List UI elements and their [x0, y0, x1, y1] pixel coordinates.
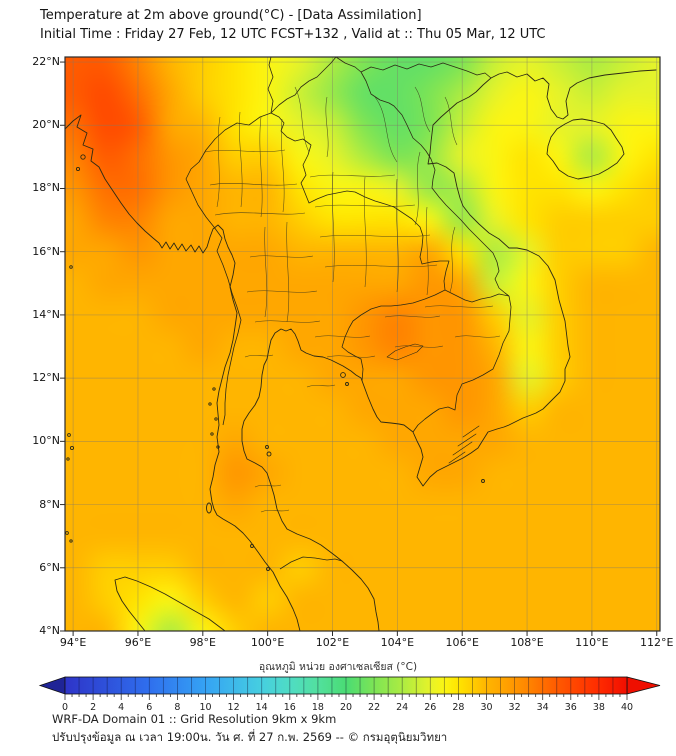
colorbar-tick-label: 28	[452, 702, 464, 713]
coast-myanmar-peninsula-west	[64, 114, 301, 632]
footer-update-info: ปรับปรุงข้อมูล ณ เวลา 19:00น. วัน ศ. ที่…	[52, 730, 448, 744]
axis-ticks	[60, 61, 658, 636]
figure-title: Temperature at 2m above ground(°C) - [Da…	[40, 8, 422, 23]
lon-tick-label: 100°E	[250, 636, 285, 649]
colorbar-tick-label: 14	[256, 702, 268, 713]
border-myanmar-china	[267, 56, 274, 114]
colorbar-tick-label: 26	[424, 702, 436, 713]
lon-tick-label: 106°E	[445, 636, 479, 649]
colorbar-tick-label: 20	[340, 702, 352, 713]
map-gridlines	[65, 57, 660, 632]
lon-tick-label: 98°E	[189, 636, 217, 649]
colorbar-tick-label: 34	[537, 702, 549, 713]
colorbar-tick-label: 22	[368, 702, 380, 713]
border-thailand-laos	[270, 112, 450, 291]
lat-tick-label: 16°N	[32, 244, 60, 258]
map-plot-area	[60, 56, 661, 636]
lon-tick-label: 108°E	[510, 636, 544, 649]
border-laos-china	[270, 56, 337, 114]
colorbar-tick-label: 18	[312, 702, 324, 713]
border-laos-vietnam	[335, 56, 510, 297]
mekong-delta-channels	[448, 425, 480, 464]
colorbar-tick-label: 8	[174, 702, 180, 713]
colorbar-tick-label: 30	[480, 702, 492, 713]
lat-tick-label: 8°N	[39, 497, 60, 511]
border-laos-cambodia	[444, 289, 510, 303]
colorbar-left-arrow	[38, 676, 66, 695]
figure-footer: WRF-DA Domain 01 :: Grid Resolution 9km …	[52, 710, 447, 746]
colorbar-tick-label: 0	[62, 702, 68, 713]
border-thailand-malaysia	[279, 556, 343, 570]
lat-tick-label: 20°N	[32, 118, 60, 132]
lon-tick-label: 102°E	[315, 636, 350, 649]
colorbar-tick-label: 32	[509, 702, 521, 713]
province-boundaries	[204, 86, 501, 513]
lat-tick-label: 6°N	[39, 560, 60, 574]
coast-gulf-vietnam-china	[241, 69, 657, 632]
colorbar-right-arrow	[626, 676, 661, 695]
colorbar-tick-label: 40	[621, 702, 633, 713]
colorbar-tick-label: 24	[396, 702, 408, 713]
map-frame	[64, 56, 661, 632]
colorbar-tick-label: 10	[199, 702, 211, 713]
footer-domain-info: WRF-DA Domain 01 :: Grid Resolution 9km …	[52, 712, 337, 726]
coast-hainan-island	[546, 118, 625, 180]
colorbar-tick-label: 4	[118, 702, 124, 713]
lat-tick-label: 14°N	[32, 307, 60, 321]
figure-titles: Temperature at 2m above ground(°C) - [Da…	[40, 6, 546, 44]
border-thailand-cambodia	[341, 289, 446, 382]
border-cambodia-vietnam	[412, 295, 512, 433]
lon-tick-label: 96°E	[124, 636, 152, 649]
lat-tick-label: 4°N	[39, 624, 60, 637]
border-china-vietnam	[360, 62, 492, 79]
colorbar-tick-label: 16	[284, 702, 296, 713]
colorbar-tick-label: 12	[228, 702, 240, 713]
tonle-sap-lake	[386, 343, 424, 361]
colorbar-tick-label: 2	[90, 702, 96, 713]
figure-subtitle: Initial Time : Friday 27 Feb, 12 UTC FCS…	[40, 27, 546, 42]
lon-tick-label: 104°E	[380, 636, 415, 649]
lon-tick-label: 112°E	[640, 636, 674, 649]
lat-tick-label: 18°N	[32, 181, 60, 195]
lat-tick-label: 22°N	[32, 55, 60, 69]
islands	[65, 154, 485, 571]
coastlines	[64, 69, 657, 632]
colorbar: 0 2 4 6 8 10 12 14 16 18 20 22 24 26 28 30 32 34 36 38 40	[38, 676, 661, 713]
temperature-heatmap	[65, 57, 660, 631]
coast-sumatra	[114, 576, 226, 632]
map-overlay	[60, 56, 661, 636]
colorbar-tick-label: 38	[593, 702, 605, 713]
lon-tick-label: 110°E	[575, 636, 609, 649]
colorbar-tick-label: 36	[565, 702, 577, 713]
colorbar-title: อุณหภูมิ หน่วย องศาเซลเซียส (°C)	[258, 661, 418, 673]
lon-tick-label: 94°E	[59, 636, 87, 649]
lat-tick-label: 10°N	[32, 434, 60, 448]
lat-tick-label: 12°N	[32, 371, 60, 385]
colorbar-tick-label: 6	[146, 702, 152, 713]
